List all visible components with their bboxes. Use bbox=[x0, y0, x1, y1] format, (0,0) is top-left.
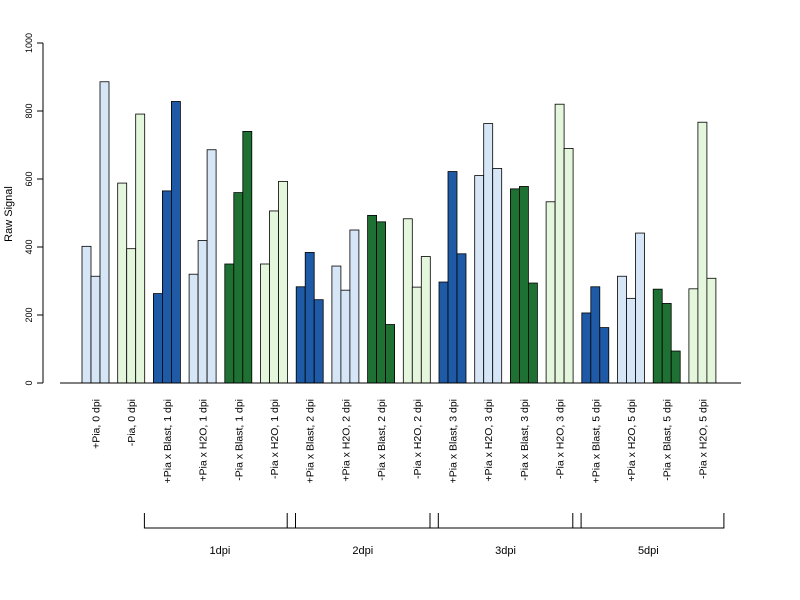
bar bbox=[269, 210, 279, 384]
bar bbox=[242, 130, 253, 384]
category-label: -Pia x Blast, 5 dpi bbox=[662, 399, 674, 481]
bar bbox=[581, 312, 592, 384]
category-label: +Pia x H2O, 3 dpi bbox=[483, 399, 495, 482]
category-label: +Pia x Blast, 5 dpi bbox=[590, 399, 602, 483]
bar bbox=[626, 297, 636, 384]
bar bbox=[456, 253, 467, 384]
category-label: -Pia x H2O, 5 dpi bbox=[697, 399, 709, 479]
category-label: -Pia x Blast, 2 dpi bbox=[376, 399, 388, 481]
bar bbox=[331, 265, 342, 384]
category-label: -Pia x Blast, 1 dpi bbox=[233, 399, 245, 481]
bar bbox=[117, 182, 128, 384]
bar bbox=[349, 229, 360, 384]
bar bbox=[278, 180, 288, 384]
category-label: -Pia x H2O, 1 dpi bbox=[269, 399, 281, 479]
bar bbox=[706, 277, 717, 384]
category-label: +Pia x Blast, 2 dpi bbox=[305, 399, 317, 483]
group-label: 5dpi bbox=[638, 545, 659, 557]
group-label: 1dpi bbox=[210, 545, 231, 557]
bar bbox=[376, 221, 387, 384]
bar bbox=[224, 263, 235, 384]
bar bbox=[170, 101, 181, 384]
bar bbox=[688, 288, 699, 384]
bar bbox=[295, 286, 306, 384]
bar bbox=[90, 275, 101, 384]
bar bbox=[697, 121, 708, 384]
bar bbox=[652, 288, 663, 384]
bar bbox=[206, 149, 217, 384]
group-bracket bbox=[429, 513, 582, 529]
bar bbox=[519, 186, 529, 384]
category-label: -Pia x Blast, 3 dpi bbox=[519, 399, 531, 481]
bar bbox=[635, 232, 645, 384]
bar bbox=[135, 113, 146, 384]
bar bbox=[313, 299, 324, 384]
group-bracket bbox=[286, 513, 439, 529]
y-tick-label: 600 bbox=[24, 171, 34, 186]
bar bbox=[474, 175, 485, 384]
category-label: +Pia x H2O, 5 dpi bbox=[626, 399, 638, 482]
category-label: +Pia, 0 dpi bbox=[91, 399, 103, 449]
bar bbox=[545, 201, 556, 384]
bar bbox=[402, 218, 413, 384]
bar bbox=[81, 245, 92, 384]
group-brackets: 1dpi 2dpi 3dpi 5dpi bbox=[143, 513, 725, 557]
bar bbox=[563, 147, 574, 384]
bar bbox=[367, 214, 378, 384]
y-tick-label: 1000 bbox=[24, 33, 34, 53]
y-tick-label: 200 bbox=[24, 307, 34, 322]
bar bbox=[599, 327, 610, 384]
bar bbox=[411, 286, 422, 384]
group-bracket bbox=[143, 513, 296, 529]
bar bbox=[99, 81, 110, 384]
group-label: 3dpi bbox=[495, 545, 516, 557]
category-label: -Pia x H2O, 3 dpi bbox=[555, 399, 567, 479]
category-label: +Pia x H2O, 2 dpi bbox=[340, 399, 352, 482]
bar bbox=[385, 324, 396, 384]
bar bbox=[670, 350, 681, 384]
y-axis-label: Raw Signal bbox=[3, 186, 15, 242]
bar bbox=[590, 286, 601, 384]
bar bbox=[152, 293, 163, 384]
bar bbox=[161, 190, 172, 384]
bar bbox=[554, 103, 565, 384]
group-bracket bbox=[572, 513, 725, 529]
bar bbox=[340, 289, 351, 384]
category-label: -Pia x H2O, 2 dpi bbox=[412, 399, 424, 479]
bars bbox=[81, 81, 717, 384]
bar bbox=[233, 192, 244, 384]
bar bbox=[528, 282, 538, 384]
bar bbox=[492, 168, 503, 384]
category-label: +Pia x H2O, 1 dpi bbox=[198, 399, 210, 482]
y-axis: 0 200 400 600 800 1000 bbox=[24, 33, 44, 386]
category-labels: +Pia, 0 dpi -Pia, 0 dpi +Pia x Blast, 1 dp… bbox=[91, 399, 710, 483]
bar bbox=[617, 275, 627, 384]
bar bbox=[509, 188, 520, 384]
bar bbox=[260, 263, 270, 384]
bar bbox=[126, 248, 137, 384]
bar bbox=[420, 256, 431, 384]
group-label: 2dpi bbox=[352, 545, 373, 557]
bar bbox=[197, 240, 208, 384]
y-tick-label: 800 bbox=[24, 103, 34, 118]
bar bbox=[188, 273, 199, 384]
bar bbox=[304, 252, 315, 384]
bar bbox=[483, 123, 494, 384]
y-tick-label: 400 bbox=[24, 239, 34, 254]
bar bbox=[438, 281, 449, 384]
category-label: +Pia x Blast, 3 dpi bbox=[448, 399, 460, 483]
category-label: -Pia, 0 dpi bbox=[126, 399, 138, 446]
bar bbox=[447, 171, 458, 384]
y-tick-label: 0 bbox=[24, 380, 34, 385]
bar bbox=[661, 303, 672, 384]
category-label: +Pia x Blast, 1 dpi bbox=[162, 399, 174, 483]
